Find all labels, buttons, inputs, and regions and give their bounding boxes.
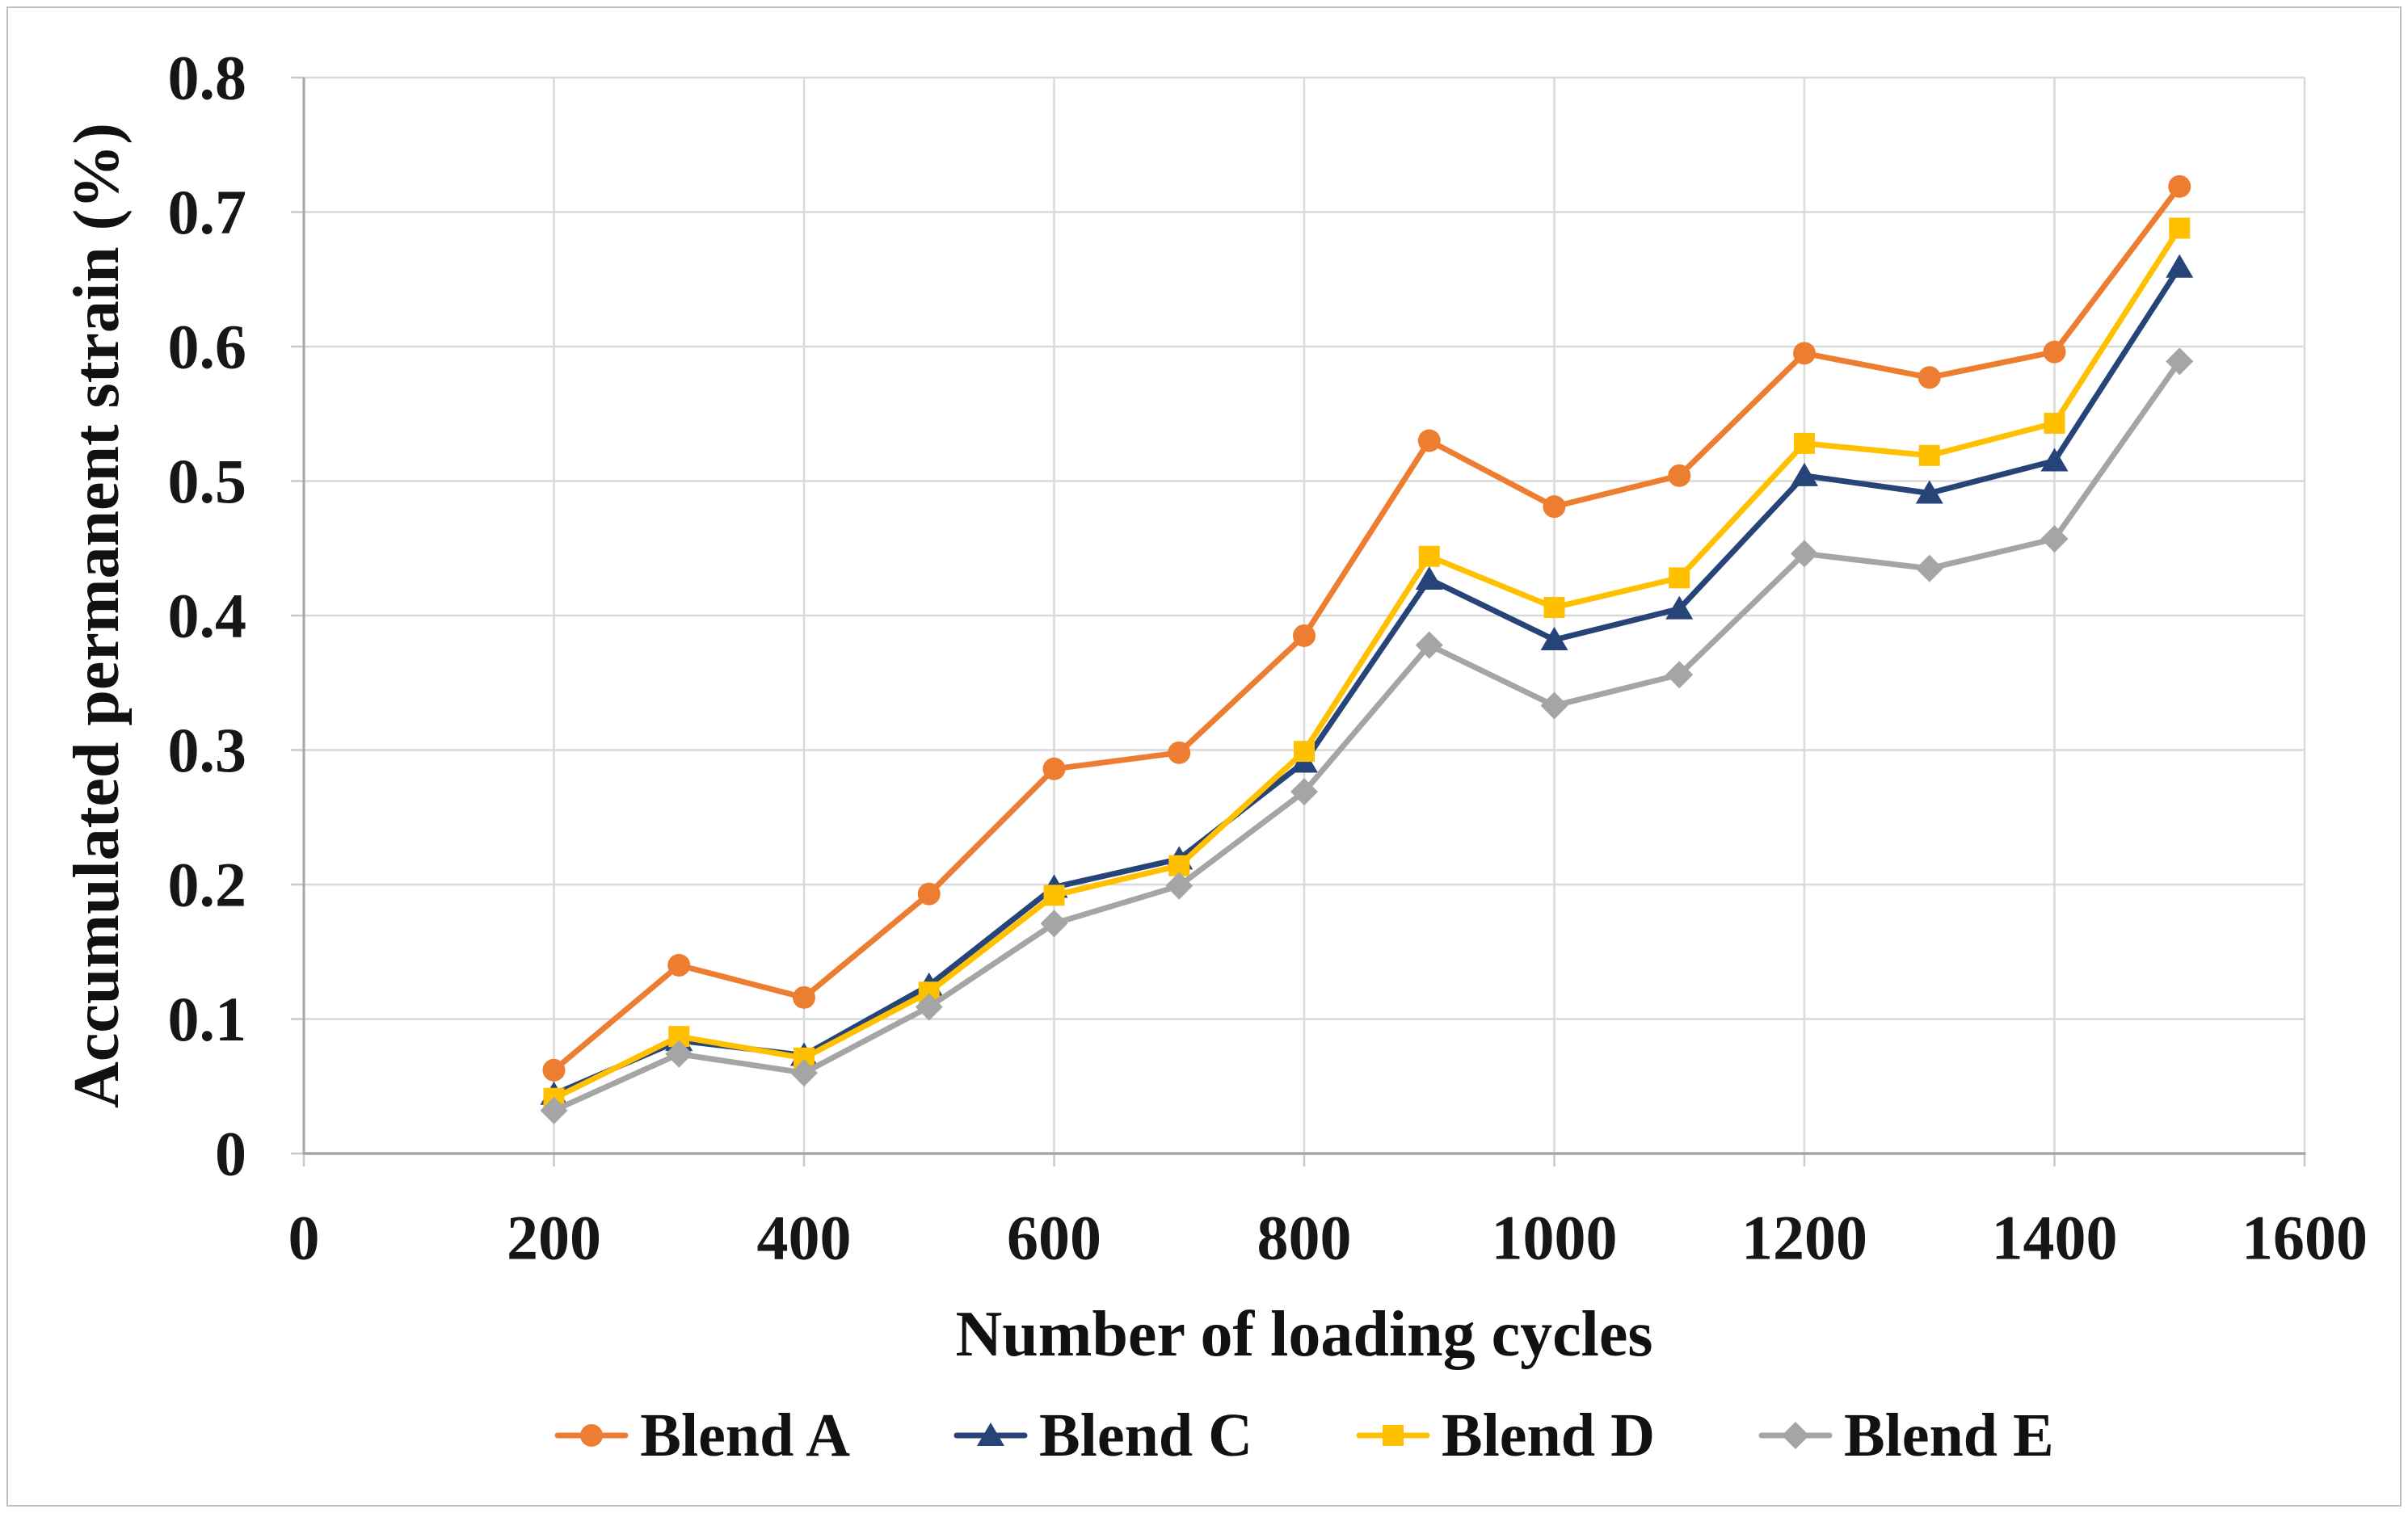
data-point-blend-a bbox=[2043, 340, 2066, 364]
data-point-blend-a bbox=[1168, 741, 1191, 764]
data-point-blend-a bbox=[667, 953, 691, 977]
legend-label-blend-a: Blend A bbox=[640, 1401, 851, 1469]
series-line-blend-d bbox=[551, 225, 2183, 1102]
data-point-blend-a bbox=[1668, 464, 1691, 487]
data-point-blend-a bbox=[917, 882, 941, 906]
x-tick-label: 600 bbox=[1007, 1203, 1101, 1273]
data-point-blend-c bbox=[1540, 626, 1568, 650]
data-point-blend-a bbox=[542, 1058, 566, 1082]
x-tick-label: 0 bbox=[288, 1203, 320, 1273]
data-point-blend-d bbox=[1043, 885, 1065, 906]
data-point-blend-e bbox=[915, 993, 943, 1021]
data-point-blend-d bbox=[1418, 545, 1440, 567]
x-tick-label: 1400 bbox=[1992, 1203, 2118, 1273]
x-tick-label: 200 bbox=[507, 1203, 601, 1273]
legend-marker-shape bbox=[977, 1423, 1005, 1446]
x-axis-title: Number of loading cycles bbox=[956, 1299, 1653, 1370]
data-point-blend-c bbox=[1665, 595, 1694, 620]
y-tick-label: 0 bbox=[215, 1119, 246, 1189]
data-point-blend-e bbox=[1290, 778, 1318, 806]
data-point-blend-e bbox=[1540, 691, 1568, 720]
data-point-blend-a bbox=[1543, 495, 1566, 519]
data-point-blend-d bbox=[2169, 217, 2191, 239]
data-point-blend-a bbox=[1918, 366, 1941, 389]
tick-labels: 0 200 400 600 800 1000 1200 1400 1600 0 0.1 0.2 0.3 0… bbox=[168, 43, 2368, 1273]
data-point-blend-a bbox=[1042, 757, 1066, 780]
data-point-blend-a bbox=[1293, 624, 1316, 647]
data-point-blend-c bbox=[2040, 448, 2069, 472]
x-tick-label: 1000 bbox=[1492, 1203, 1618, 1273]
data-point-blend-e bbox=[1415, 631, 1443, 659]
gridlines bbox=[304, 76, 2306, 1154]
data-point-blend-d bbox=[1794, 432, 1815, 454]
y-tick-label: 0.5 bbox=[168, 446, 247, 516]
series-lines bbox=[540, 174, 2194, 1124]
series-line-blend-e bbox=[551, 358, 2183, 1114]
series-blend-a bbox=[542, 174, 2191, 1082]
axis-ticks bbox=[291, 76, 2306, 1166]
data-point-blend-e bbox=[2166, 347, 2194, 376]
data-point-blend-e bbox=[1040, 910, 1068, 938]
data-point-blend-e bbox=[1665, 661, 1694, 689]
legend-item-blend-e: Blend E bbox=[1758, 1401, 2054, 1471]
y-tick-label: 0.8 bbox=[168, 43, 247, 113]
data-point-blend-a bbox=[1793, 342, 1816, 365]
series-blend-d bbox=[543, 217, 2191, 1109]
data-point-blend-e bbox=[1165, 872, 1193, 900]
data-point-blend-d bbox=[1669, 567, 1690, 589]
data-point-blend-c bbox=[2166, 254, 2194, 278]
y-tick-label: 0.2 bbox=[168, 850, 247, 920]
y-tick-label: 0.7 bbox=[168, 177, 247, 247]
series-line-blend-a bbox=[551, 183, 2183, 1074]
data-point-blend-a bbox=[2168, 174, 2191, 198]
x-tick-label: 800 bbox=[1257, 1203, 1352, 1273]
y-tick-label: 0.1 bbox=[168, 984, 247, 1054]
legend-item-blend-a: Blend A bbox=[554, 1401, 850, 1471]
data-point-blend-e bbox=[2040, 525, 2069, 553]
x-tick-label: 1200 bbox=[1741, 1203, 1867, 1273]
data-point-blend-e bbox=[540, 1096, 568, 1124]
legend-item-blend-c: Blend C bbox=[954, 1401, 1252, 1471]
legend-marker-shape bbox=[1383, 1425, 1404, 1446]
x-tick-label: 400 bbox=[757, 1203, 852, 1273]
data-point-blend-a bbox=[1417, 429, 1441, 452]
data-point-blend-c bbox=[1791, 462, 1818, 486]
legend-label-blend-d: Blend D bbox=[1442, 1401, 1655, 1469]
data-point-blend-d bbox=[1918, 444, 1940, 466]
y-tick-label: 0.4 bbox=[168, 581, 247, 651]
data-point-blend-c bbox=[1915, 480, 1943, 504]
data-point-blend-d bbox=[2044, 412, 2065, 434]
legend-marker-blend-e bbox=[1758, 1422, 1833, 1449]
legend: Blend A Blend C Blend D Blend E bbox=[304, 1391, 2305, 1480]
axes bbox=[302, 78, 2306, 1155]
series-blend-e bbox=[540, 347, 2194, 1124]
data-point-blend-c bbox=[1415, 566, 1443, 590]
legend-marker-shape bbox=[1781, 1422, 1809, 1449]
y-tick-label: 0.6 bbox=[168, 312, 247, 382]
x-tick-label: 1600 bbox=[2242, 1203, 2368, 1273]
data-point-blend-e bbox=[1915, 554, 1943, 582]
data-point-blend-d bbox=[1543, 597, 1565, 619]
legend-label-blend-c: Blend C bbox=[1039, 1401, 1252, 1469]
series-blend-c bbox=[540, 254, 2194, 1105]
data-point-blend-e bbox=[665, 1040, 693, 1068]
legend-marker-shape bbox=[580, 1424, 604, 1447]
legend-item-blend-d: Blend D bbox=[1356, 1401, 1655, 1471]
legend-marker-blend-a bbox=[554, 1424, 629, 1447]
legend-marker-blend-d bbox=[1356, 1425, 1430, 1446]
data-point-blend-a bbox=[793, 986, 815, 1009]
legend-marker-blend-c bbox=[954, 1423, 1028, 1446]
data-point-blend-d bbox=[1294, 741, 1315, 763]
y-tick-label: 0.3 bbox=[168, 715, 247, 785]
data-point-blend-e bbox=[790, 1059, 818, 1087]
series-line-blend-c bbox=[551, 264, 2183, 1098]
data-point-blend-e bbox=[1791, 540, 1818, 568]
y-axis-title: Accumulated permanent strain (%) bbox=[61, 123, 133, 1108]
legend-label-blend-e: Blend E bbox=[1843, 1401, 2054, 1469]
